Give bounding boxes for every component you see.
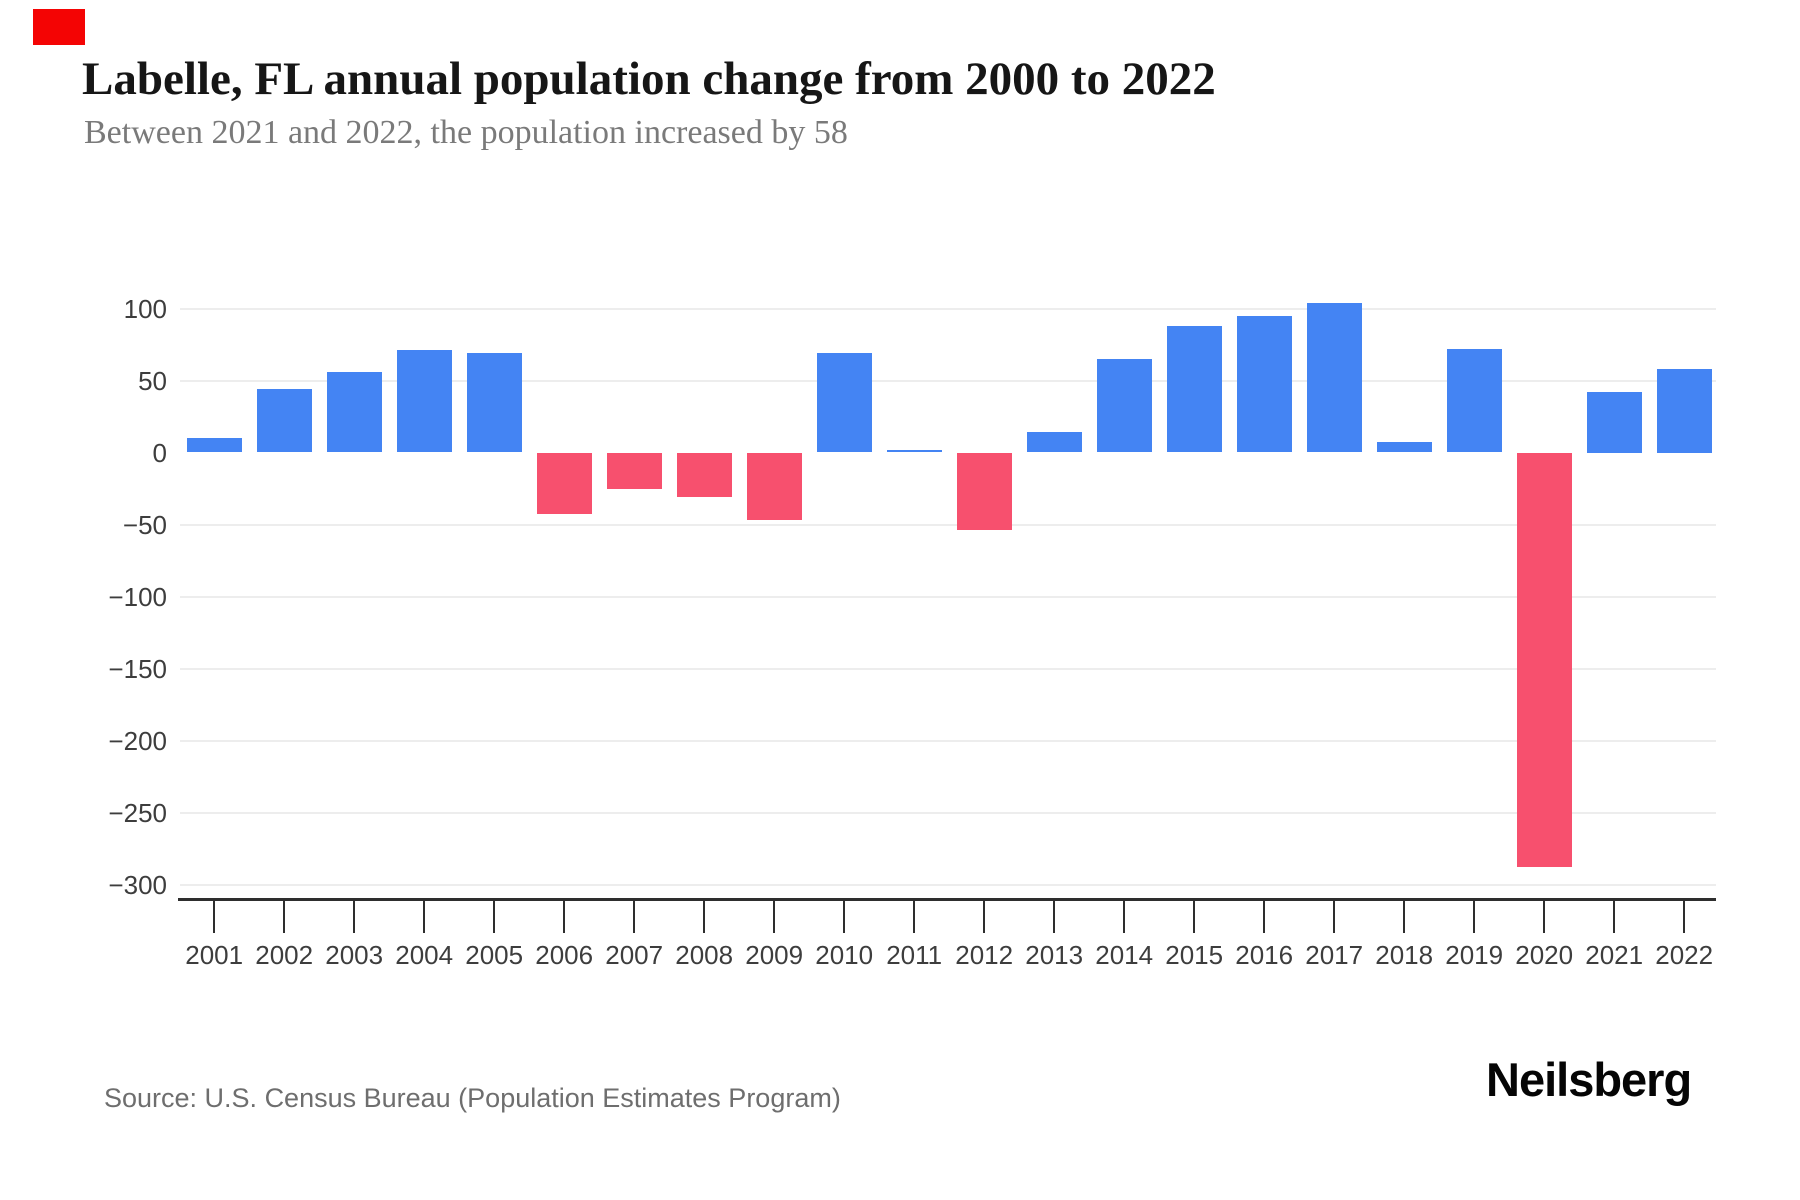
x-axis-tick — [1613, 900, 1616, 933]
bar-2016 — [1237, 315, 1292, 453]
x-axis-tick-label: 2011 — [886, 940, 943, 970]
x-axis-tick-label: 2021 — [1585, 940, 1644, 970]
bar-2006 — [537, 452, 592, 515]
y-axis-tick-label: −300 — [108, 869, 167, 900]
bar-2015 — [1167, 325, 1222, 453]
x-axis-tick — [1193, 900, 1196, 933]
y-gridline — [180, 739, 1716, 742]
y-gridline — [180, 667, 1716, 670]
bar-chart: 100 50 0 −50 −100 −150 −200 −250 −300 2001 2002 200… — [108, 293, 1716, 970]
y-axis-tick-label: 100 — [123, 293, 167, 324]
bar-2022 — [1657, 369, 1712, 453]
y-gridline — [180, 883, 1716, 886]
y-gridline — [180, 595, 1716, 598]
x-axis-tick-label: 2015 — [1165, 940, 1224, 970]
y-gridline — [180, 523, 1716, 526]
x-axis-tick — [563, 900, 566, 933]
x-axis-tick-label: 2006 — [535, 940, 594, 970]
bar-2008 — [677, 452, 732, 498]
bar-2005 — [467, 353, 522, 453]
bar-2021 — [1587, 392, 1642, 453]
x-axis-tick — [983, 900, 986, 933]
bar-2003 — [327, 371, 382, 453]
bar-2004 — [397, 350, 452, 453]
x-axis-tick — [1683, 900, 1686, 933]
x-axis-tick — [773, 900, 776, 933]
x-axis-tick — [493, 900, 496, 933]
x-axis-tick — [703, 900, 706, 933]
chart-subtitle: Between 2021 and 2022, the population in… — [84, 114, 848, 151]
x-axis-tick — [633, 900, 636, 933]
x-axis-tick — [1263, 900, 1266, 933]
bar-2018 — [1377, 442, 1432, 453]
x-axis-tick-label: 2010 — [815, 940, 874, 970]
x-axis-tick-label: 2018 — [1375, 940, 1434, 970]
x-axis-tick — [1543, 900, 1546, 933]
bar-2019 — [1447, 348, 1502, 453]
y-axis-tick-label: 0 — [152, 437, 167, 468]
neilsberg-logo: Neilsberg — [1486, 1053, 1692, 1106]
x-axis-tick-label: 2003 — [325, 940, 384, 970]
x-axis-tick-label: 2017 — [1305, 940, 1364, 970]
bar-2010 — [817, 353, 872, 453]
bar-2011 — [887, 449, 942, 453]
bar-2012 — [957, 452, 1012, 531]
x-axis-tick-label: 2019 — [1445, 940, 1504, 970]
bar-2001 — [187, 438, 242, 453]
y-axis-tick-label: −200 — [108, 725, 167, 756]
x-axis-tick-label: 2014 — [1095, 940, 1154, 970]
x-axis-tick — [423, 900, 426, 933]
x-axis-tick — [283, 900, 286, 933]
x-axis-tick-label: 2007 — [605, 940, 664, 970]
bar-2002 — [257, 389, 312, 453]
x-axis-tick — [213, 900, 216, 933]
bar-2009 — [747, 452, 802, 521]
bar-2020 — [1517, 452, 1572, 868]
y-gridline — [180, 307, 1716, 310]
y-gridline — [180, 811, 1716, 814]
x-axis-tick — [353, 900, 356, 933]
x-axis-line — [178, 898, 1716, 901]
bar-2013 — [1027, 432, 1082, 453]
x-axis-tick-label: 2001 — [185, 940, 244, 970]
y-axis-tick-label: −250 — [108, 797, 167, 828]
y-axis-tick-label: 50 — [138, 365, 167, 396]
x-axis-tick — [1053, 900, 1056, 933]
brand-red-square — [33, 9, 85, 45]
bar-2007 — [607, 452, 662, 489]
chart-title: Labelle, FL annual population change fro… — [82, 53, 1216, 105]
y-axis-tick-label: −50 — [122, 509, 167, 540]
x-axis-tick — [1333, 900, 1336, 933]
x-axis-tick-label: 2022 — [1655, 940, 1714, 970]
x-axis-tick-label: 2012 — [955, 940, 1014, 970]
x-axis-tick-label: 2020 — [1515, 940, 1574, 970]
x-axis-tick-label: 2016 — [1235, 940, 1294, 970]
x-axis-tick — [843, 900, 846, 933]
x-axis-tick-label: 2004 — [395, 940, 454, 970]
x-axis-tick-label: 2013 — [1025, 940, 1084, 970]
bar-2014 — [1097, 358, 1152, 453]
x-axis-tick-label: 2009 — [745, 940, 804, 970]
x-axis-tick — [913, 900, 916, 933]
bar-2017 — [1307, 302, 1362, 453]
source-attribution: Source: U.S. Census Bureau (Population E… — [104, 1083, 841, 1113]
x-axis-tick — [1473, 900, 1476, 933]
y-gridline — [180, 379, 1716, 382]
y-axis-tick-label: −100 — [108, 581, 167, 612]
x-axis-tick — [1403, 900, 1406, 933]
y-axis-tick-label: −150 — [108, 653, 167, 684]
x-axis-tick-label: 2005 — [465, 940, 524, 970]
x-axis-tick-label: 2008 — [675, 940, 734, 970]
x-axis-tick — [1123, 900, 1126, 933]
x-axis-tick-label: 2002 — [255, 940, 314, 970]
